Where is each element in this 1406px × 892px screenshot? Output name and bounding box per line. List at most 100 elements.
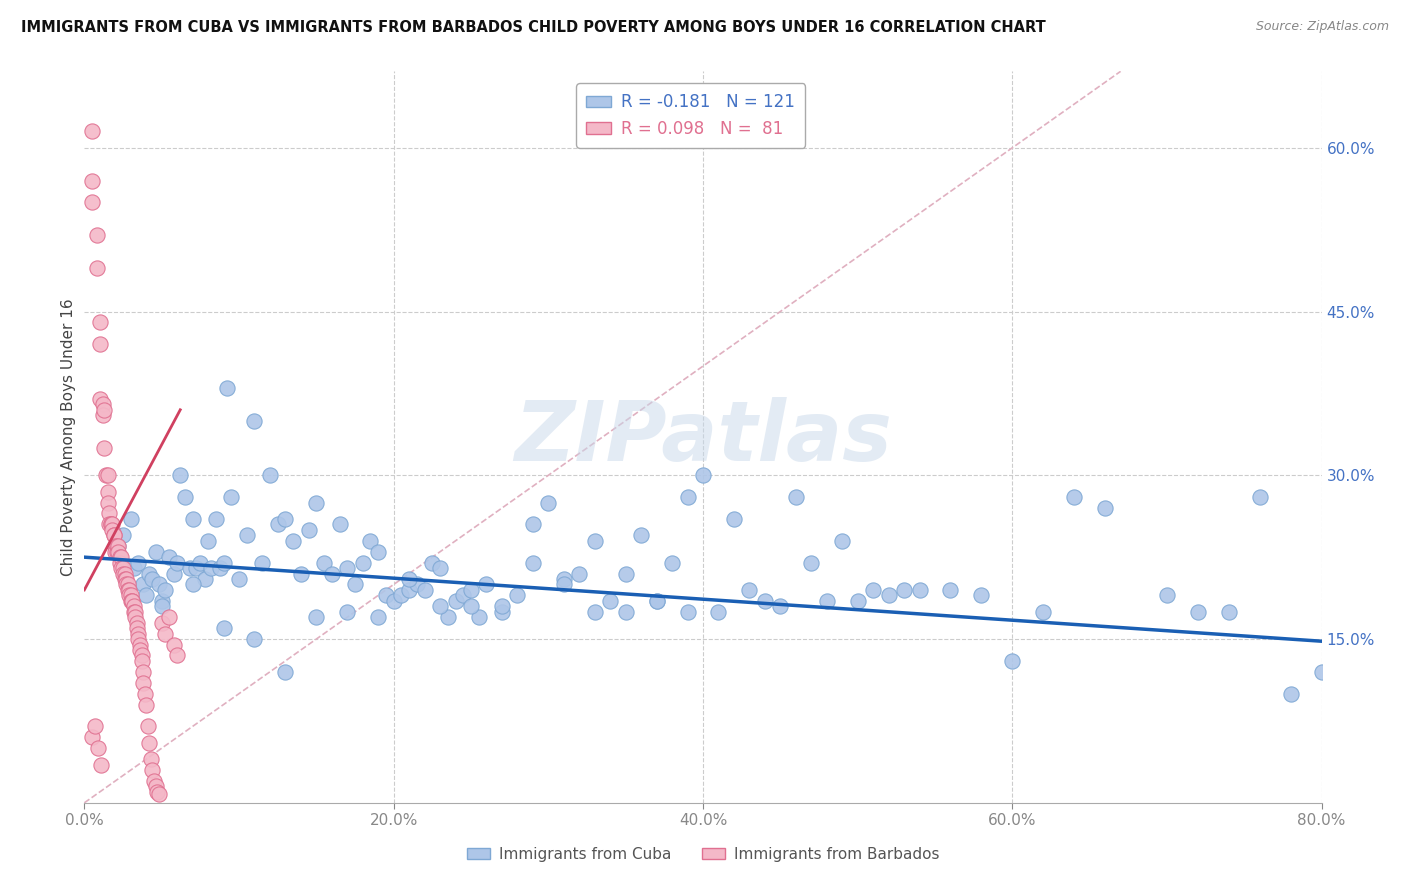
Point xyxy=(105,545,128,559)
Point xyxy=(118,582,141,597)
Point xyxy=(135,588,157,602)
Point xyxy=(145,545,167,559)
Point xyxy=(94,468,117,483)
Point xyxy=(108,556,131,570)
Point xyxy=(645,594,668,608)
Point xyxy=(141,763,163,777)
Point xyxy=(769,599,792,614)
Point xyxy=(86,260,108,275)
Point xyxy=(90,757,112,772)
Point xyxy=(121,594,143,608)
Text: IMMIGRANTS FROM CUBA VS IMMIGRANTS FROM BARBADOS CHILD POVERTY AMONG BOYS UNDER : IMMIGRANTS FROM CUBA VS IMMIGRANTS FROM … xyxy=(21,20,1046,35)
Point xyxy=(491,599,513,614)
Point xyxy=(169,468,191,483)
Point xyxy=(1249,490,1271,504)
Point xyxy=(200,561,222,575)
Point xyxy=(274,512,297,526)
Point xyxy=(93,441,115,455)
Point xyxy=(645,594,668,608)
Point xyxy=(93,402,115,417)
Point xyxy=(114,566,136,581)
Point xyxy=(583,533,606,548)
Point xyxy=(96,495,118,509)
Point xyxy=(115,572,138,586)
Point xyxy=(389,588,413,602)
Point xyxy=(661,556,683,570)
Point xyxy=(148,577,170,591)
Point xyxy=(367,610,389,624)
Point xyxy=(100,517,122,532)
Point xyxy=(1310,665,1333,679)
Point xyxy=(281,533,305,548)
Point xyxy=(120,588,142,602)
Point xyxy=(159,550,180,565)
Point xyxy=(374,588,398,602)
Point xyxy=(297,523,319,537)
Point xyxy=(215,381,238,395)
Point xyxy=(846,594,869,608)
Point xyxy=(939,582,962,597)
Point xyxy=(82,195,104,210)
Point xyxy=(139,752,162,766)
Point xyxy=(305,495,328,509)
Point xyxy=(134,687,156,701)
Point xyxy=(522,517,544,532)
Point xyxy=(336,561,359,575)
Point xyxy=(174,490,197,504)
Point xyxy=(184,561,207,575)
Point xyxy=(107,539,129,553)
Point xyxy=(460,582,482,597)
Point xyxy=(491,605,513,619)
Point xyxy=(444,594,467,608)
Point xyxy=(436,610,458,624)
Y-axis label: Child Poverty Among Boys Under 16: Child Poverty Among Boys Under 16 xyxy=(60,298,76,576)
Point xyxy=(150,594,173,608)
Point xyxy=(138,736,160,750)
Point xyxy=(1279,687,1302,701)
Point xyxy=(321,566,343,581)
Point xyxy=(125,615,148,630)
Point xyxy=(537,495,560,509)
Point xyxy=(429,599,451,614)
Point xyxy=(124,605,146,619)
Point xyxy=(127,626,149,640)
Point xyxy=(135,698,157,712)
Point xyxy=(188,556,211,570)
Point xyxy=(103,528,125,542)
Point xyxy=(312,556,335,570)
Legend: Immigrants from Cuba, Immigrants from Barbados: Immigrants from Cuba, Immigrants from Ba… xyxy=(461,841,945,868)
Point xyxy=(104,545,127,559)
Point xyxy=(110,550,132,565)
Text: Source: ZipAtlas.com: Source: ZipAtlas.com xyxy=(1256,20,1389,33)
Point xyxy=(82,124,104,138)
Point xyxy=(153,582,176,597)
Point xyxy=(352,556,374,570)
Point xyxy=(614,566,637,581)
Point xyxy=(614,605,637,619)
Point xyxy=(166,648,188,663)
Point xyxy=(453,588,475,602)
Point xyxy=(413,582,436,597)
Point xyxy=(599,594,621,608)
Point xyxy=(163,638,186,652)
Point xyxy=(143,774,166,789)
Point xyxy=(1094,501,1116,516)
Point xyxy=(243,414,266,428)
Point xyxy=(382,594,405,608)
Point xyxy=(159,610,180,624)
Point xyxy=(360,533,382,548)
Point xyxy=(553,577,575,591)
Point xyxy=(110,561,132,575)
Point xyxy=(118,588,141,602)
Point xyxy=(676,490,699,504)
Point xyxy=(132,675,155,690)
Point xyxy=(553,572,575,586)
Point xyxy=(336,605,359,619)
Point xyxy=(82,173,104,187)
Point xyxy=(166,556,188,570)
Point xyxy=(398,582,420,597)
Point xyxy=(132,665,155,679)
Point xyxy=(101,517,124,532)
Point xyxy=(86,228,108,243)
Point xyxy=(723,512,745,526)
